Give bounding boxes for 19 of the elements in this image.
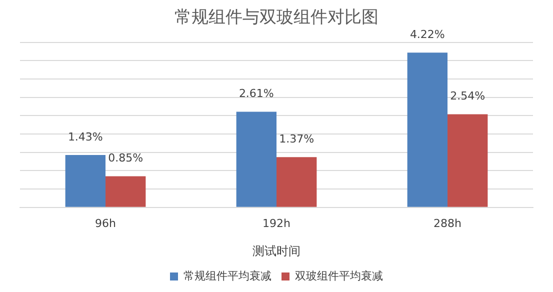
- bar: [106, 176, 146, 207]
- data-label: 1.37%: [279, 132, 314, 146]
- bar: [65, 154, 106, 207]
- data-label: 4.22%: [410, 28, 445, 42]
- data-label: 1.43%: [68, 130, 103, 144]
- data-label: 0.85%: [108, 152, 144, 165]
- x-tick-label: 288h: [434, 216, 462, 230]
- legend-label: 常规组件平均衰减: [184, 269, 272, 282]
- bar: [448, 114, 488, 207]
- bar: [236, 112, 276, 207]
- bar: [407, 52, 448, 207]
- x-tick-label: 192h: [262, 216, 291, 230]
- bar: [276, 157, 317, 207]
- data-label: 2.61%: [238, 87, 274, 100]
- chart-title: 常规组件与双玻组件对比图: [174, 8, 378, 28]
- x-tick-label: 96h: [95, 216, 116, 230]
- data-label: 2.54%: [450, 90, 486, 103]
- x-axis-title: 测试时间: [252, 244, 300, 258]
- legend-label: 双玻组件平均衰减: [295, 269, 383, 282]
